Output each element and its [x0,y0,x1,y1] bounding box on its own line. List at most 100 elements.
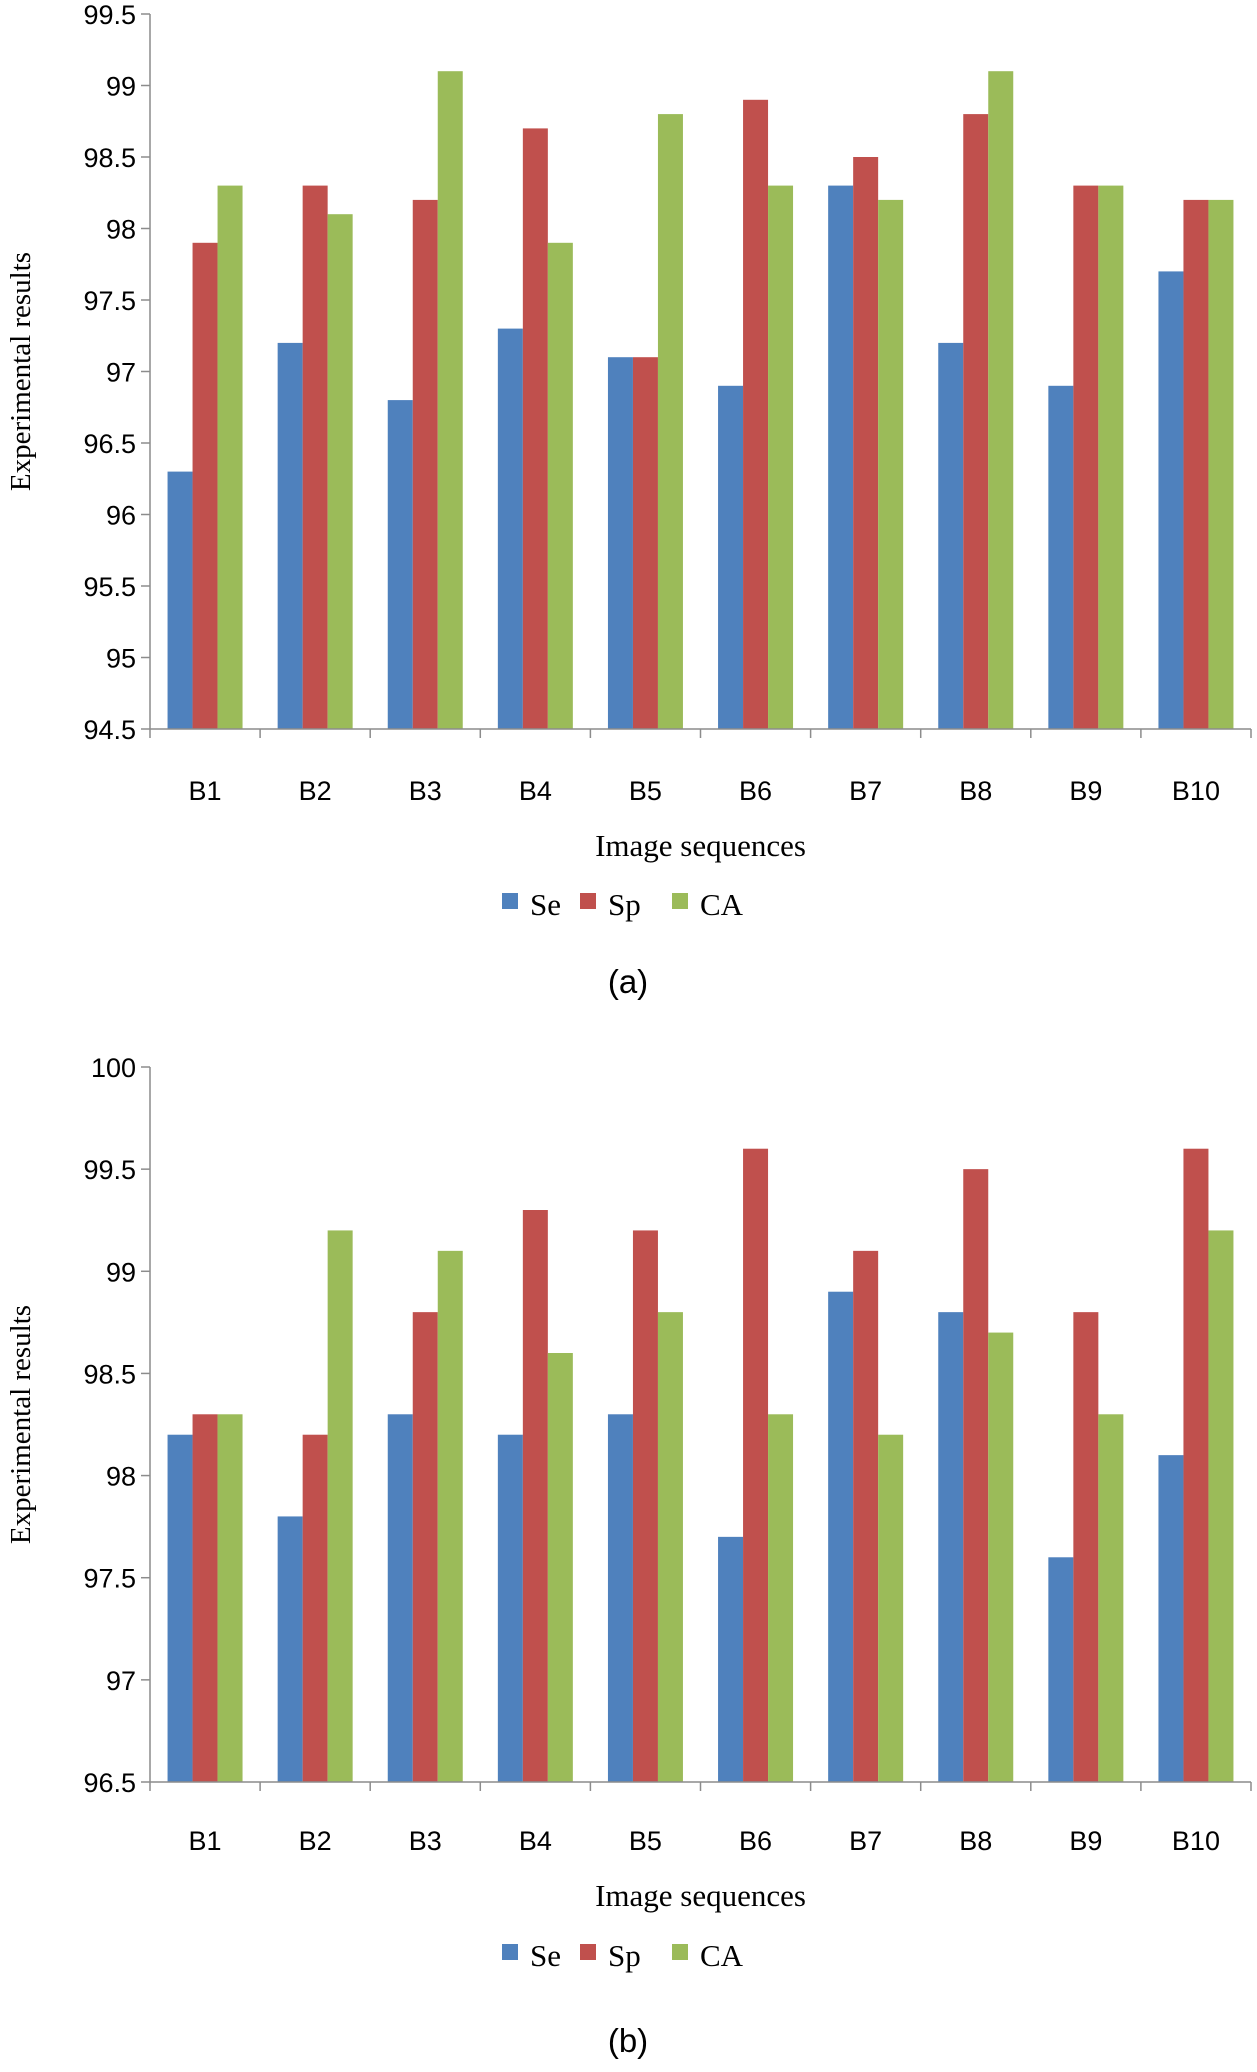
bar-se-b8 [938,342,964,729]
legend-label-ca: CA [700,887,744,922]
bar-sp-b7 [853,1250,879,1782]
bar-ca-b8 [988,71,1014,729]
panel-caption: (b) [608,2022,648,2059]
bar-ca-b3 [437,1250,463,1782]
x-tick-label: B6 [739,776,772,806]
bar-ca-b4 [547,1353,573,1782]
legend-swatch-se [502,893,518,909]
bar-sp-b1 [192,242,218,730]
bar-ca-b6 [768,185,794,730]
bar-se-b7 [828,1291,854,1782]
chart-panel-a: 94.5 95 95.5 96 96.5 97 97.5 98 98.5 99 99.5 B1 B2 B3… [5,0,1252,1000]
legend-swatch-sp [580,893,596,909]
bar-se-b3 [387,400,413,729]
bar-ca-b10 [1208,199,1234,729]
bar-se-b3 [387,1414,413,1782]
x-tick-label: B5 [629,776,662,806]
y-tick-label: 99.5 [83,1155,136,1185]
y-tick-label: 98.5 [83,1359,136,1389]
bar-se-b4 [497,328,523,729]
legend-label-ca: CA [700,1938,744,1973]
bar-se-b7 [828,185,854,730]
x-tick-label: B1 [189,1826,222,1856]
y-tick-label: 97.5 [83,1564,136,1594]
legend-label-se: Se [530,1938,561,1973]
bar-sp-b10 [1183,199,1209,729]
y-axis-title: Experimental results [5,252,37,491]
bar-se-b6 [718,1536,744,1782]
y-tick-label: 97.5 [83,286,136,316]
bar-se-b1 [167,471,193,729]
x-tick-label: B3 [409,776,442,806]
bar-se-b10 [1158,271,1184,729]
chart-panel-b: 96.5 97 97.5 98 98.5 99 99.5 100 B1 B2 B3 B4 B5 B6 B7 B… [5,1053,1252,2059]
bar-se-b9 [1048,385,1074,729]
bar-se-b8 [938,1312,964,1782]
x-tick-label: B4 [519,776,552,806]
bar-sp-b2 [302,1434,328,1782]
bar-sp-b6 [743,99,769,730]
y-tick-label: 99 [106,72,136,102]
legend-label-se: Se [530,887,561,922]
x-tick-label: B7 [849,776,882,806]
bar-sp-b3 [412,1312,438,1782]
y-tick-label: 94.5 [83,715,136,745]
x-tick-label: B2 [299,776,332,806]
legend-swatch-se [502,1944,518,1960]
bar-sp-b8 [963,1169,989,1782]
y-tick-label: 98 [106,1462,136,1492]
bar-ca-b2 [327,214,353,729]
y-axis-title: Experimental results [5,1305,37,1544]
bar-se-b5 [607,357,633,729]
bar-se-b2 [277,1516,303,1782]
bar-sp-b10 [1183,1148,1209,1782]
legend-swatch-sp [580,1944,596,1960]
bar-sp-b4 [522,128,548,729]
y-tick-label: 99 [106,1257,136,1287]
x-tick-label: B6 [739,1826,772,1856]
y-tick-label: 95.5 [83,572,136,602]
bar-sp-b9 [1073,185,1099,730]
x-tick-label: B8 [959,776,992,806]
y-tick-label: 99.5 [83,0,136,30]
legend-swatch-ca [672,893,688,909]
bar-sp-b5 [632,357,658,729]
bar-ca-b4 [547,242,573,730]
bar-sp-b5 [632,1230,658,1782]
x-tick-label: B5 [629,1826,662,1856]
bar-sp-b2 [302,185,328,730]
bar-sp-b7 [853,157,879,729]
bar-ca-b9 [1098,185,1124,730]
bar-ca-b9 [1098,1414,1124,1782]
y-tick-label: 98.5 [83,143,136,173]
bar-se-b10 [1158,1455,1184,1782]
bar-ca-b8 [988,1332,1014,1782]
x-tick-label: B3 [409,1826,442,1856]
x-tick-label: B9 [1069,1826,1102,1856]
y-tick-label: 97 [106,358,136,388]
bar-ca-b7 [878,1434,904,1782]
bar-ca-b2 [327,1230,353,1782]
y-tick-label: 96.5 [83,1768,136,1798]
bar-ca-b10 [1208,1230,1234,1782]
bar-se-b5 [607,1414,633,1782]
bar-ca-b5 [657,114,683,730]
bar-se-b1 [167,1434,193,1782]
y-tick-label: 98 [106,215,136,245]
x-tick-label: B9 [1069,776,1102,806]
bar-sp-b4 [522,1210,548,1782]
bar-sp-b8 [963,114,989,730]
bar-se-b4 [497,1434,523,1782]
x-tick-label: B1 [189,776,222,806]
bar-ca-b7 [878,199,904,729]
x-axis-title: Image sequences [595,1878,806,1913]
legend-label-sp: Sp [608,887,641,922]
bar-sp-b1 [192,1414,218,1782]
panel-caption: (a) [608,963,648,1000]
x-tick-label: B10 [1172,776,1220,806]
bar-se-b6 [718,385,744,729]
y-tick-label: 95 [106,644,136,674]
bar-ca-b1 [217,185,243,730]
y-tick-label: 97 [106,1666,136,1696]
